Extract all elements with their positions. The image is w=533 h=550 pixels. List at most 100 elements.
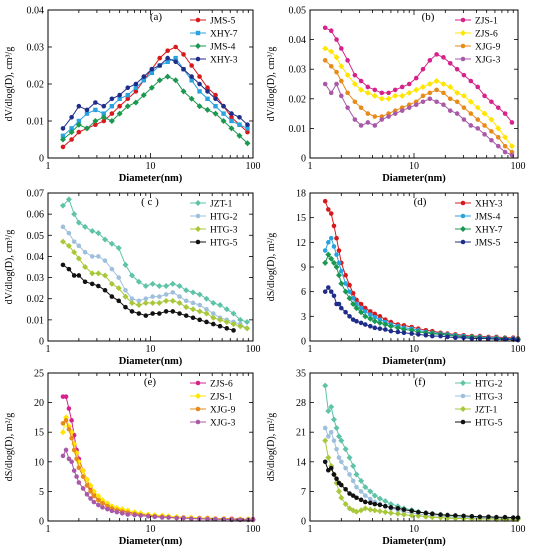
data-point	[426, 81, 433, 87]
y-tick-label: 0	[39, 517, 44, 528]
data-point	[334, 446, 339, 452]
data-point	[358, 78, 364, 84]
data-point	[115, 244, 122, 251]
data-point	[495, 105, 501, 110]
data-point	[445, 334, 450, 340]
data-point	[328, 255, 335, 262]
data-point	[80, 474, 86, 479]
data-point	[326, 240, 331, 245]
data-point	[367, 496, 373, 502]
y-tick-label: 15	[34, 428, 44, 439]
data-point	[322, 58, 328, 63]
data-point	[347, 491, 352, 496]
data-point	[180, 88, 187, 95]
panel-label: (d)	[414, 196, 427, 208]
data-point	[386, 114, 391, 119]
legend-entry: JZT-1	[210, 200, 233, 210]
data-point	[76, 465, 82, 471]
panel-2: 1 10 100 0 0.01 0.02 0.03 0.04 0.05 0.06 0.07 Diame…	[4, 189, 261, 368]
data-point	[367, 488, 374, 495]
x-tick-label: 1	[46, 344, 51, 355]
data-point	[415, 512, 422, 519]
data-point	[76, 118, 82, 124]
data-point	[495, 143, 501, 149]
data-point	[343, 272, 348, 278]
data-point	[176, 283, 183, 290]
data-point	[383, 327, 388, 332]
data-point	[364, 89, 371, 96]
legend-entry: ZJS-1	[210, 393, 233, 403]
data-point	[196, 291, 203, 298]
data-point	[386, 90, 391, 96]
data-point	[220, 118, 227, 124]
data-point	[164, 73, 171, 80]
data-point	[71, 249, 78, 256]
data-point	[156, 283, 163, 290]
data-point	[334, 235, 339, 241]
y-tick-label: 0.07	[27, 189, 45, 200]
data-point	[109, 508, 115, 514]
data-point	[74, 474, 79, 479]
data-point	[447, 96, 453, 102]
data-point	[322, 259, 329, 266]
series-line-zjs-1	[62, 415, 254, 521]
y-tick-label: 0	[301, 337, 306, 348]
data-point	[205, 85, 210, 90]
legend-entry: XJG-9	[475, 43, 501, 53]
x-tick-label: 10	[146, 344, 156, 355]
data-point	[328, 28, 334, 34]
data-point	[420, 99, 426, 105]
data-point	[358, 497, 364, 503]
data-point	[89, 254, 95, 259]
data-point	[169, 280, 176, 287]
data-point	[395, 329, 401, 335]
data-point	[376, 508, 383, 515]
data-point	[74, 456, 79, 462]
data-point	[82, 264, 89, 270]
data-point	[461, 105, 467, 110]
data-point	[486, 336, 491, 341]
legend-marker	[195, 380, 201, 386]
y-tick-label: 9	[301, 263, 306, 274]
data-point	[217, 323, 223, 329]
y-tick-label: 0.03	[289, 65, 307, 76]
panel-label: (e)	[144, 376, 157, 388]
data-point	[96, 283, 101, 289]
data-point	[328, 211, 334, 216]
data-point	[63, 447, 69, 453]
data-point	[350, 478, 356, 484]
data-point	[213, 104, 218, 109]
data-point	[125, 85, 131, 90]
data-point	[362, 499, 368, 505]
data-point	[326, 434, 331, 439]
data-point	[172, 77, 179, 84]
legend-entry: XJG-3	[210, 419, 236, 429]
data-point	[138, 513, 143, 518]
data-point	[358, 489, 364, 494]
legend-entry: HTG-3	[210, 226, 238, 236]
data-point	[328, 235, 334, 241]
data-point	[213, 92, 218, 98]
legend-entry: XHY-7	[475, 226, 503, 236]
data-point	[66, 406, 72, 411]
series-line-xhy-7	[62, 57, 248, 137]
data-point	[229, 115, 234, 120]
data-point	[71, 273, 77, 278]
x-tick-label: 10	[146, 161, 156, 172]
legend-entry: XHY-7	[210, 30, 238, 40]
panel-label: (a)	[150, 11, 163, 23]
data-point	[197, 89, 202, 94]
data-point	[66, 456, 72, 462]
data-point	[163, 309, 169, 314]
x-tick-label: 1	[46, 161, 51, 172]
y-axis-label: dV/dlog(D), cm³/g	[4, 47, 15, 122]
legend-marker	[195, 43, 201, 49]
data-point	[429, 514, 436, 521]
data-point	[331, 244, 337, 249]
data-point	[339, 78, 344, 84]
data-point	[205, 96, 210, 101]
y-tick-label: 6	[301, 287, 306, 298]
data-point	[376, 495, 383, 502]
data-point	[163, 297, 170, 304]
data-point	[328, 90, 334, 96]
